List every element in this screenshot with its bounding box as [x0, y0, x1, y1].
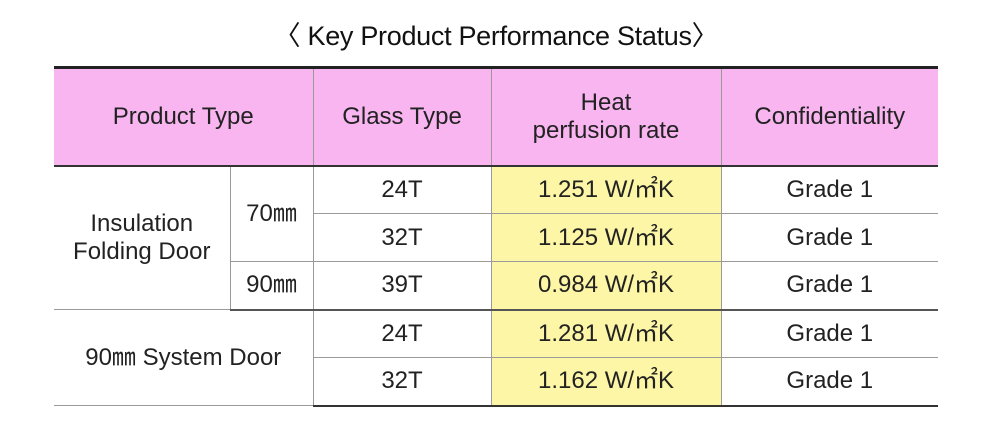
confidentiality-cell: Grade 1 [720, 213, 939, 262]
insulation-line1: Insulation [90, 210, 194, 238]
product-system-door: 90㎜ System Door [54, 309, 314, 406]
table-header: Product Type Glass Type Heat perfusion r… [54, 66, 939, 167]
heat-rate-cell: 1.162 W/㎡K [490, 357, 722, 407]
confidentiality-cell: Grade 1 [720, 357, 939, 407]
table-body: Insulation Folding Door 70㎜ 24T 1.251 W/… [54, 165, 939, 407]
heat-rate-cell: 0.984 W/㎡K [490, 261, 722, 311]
glass-type-cell: 39T [312, 261, 492, 311]
size-90mm: 90㎜ [230, 261, 314, 311]
confidentiality-cell: Grade 1 [720, 261, 939, 311]
glass-type-cell: 32T [313, 213, 492, 262]
header-heat-line2: perfusion rate [532, 116, 680, 144]
size-70mm: 70㎜ [229, 165, 314, 262]
header-heat-perfusion-rate: Heat perfusion rate [490, 66, 722, 167]
performance-table: Product Type Glass Type Heat perfusion r… [54, 66, 939, 407]
glass-type-cell: 24T [312, 309, 492, 358]
table-row: Insulation Folding Door 70㎜ 24T 1.251 W/… [54, 165, 939, 310]
header-row: Product Type Glass Type Heat perfusion r… [54, 66, 939, 167]
header-glass-type: Glass Type [312, 66, 492, 167]
table-row: 32T 1.125 W/㎡K Grade 1 [54, 213, 939, 262]
header-confidentiality: Confidentiality [720, 66, 939, 167]
heat-rate-cell: 1.281 W/㎡K [490, 309, 722, 358]
insulation-line2: Folding Door [73, 237, 211, 265]
table-row: 90㎜ System Door 24T 1.281 W/㎡K Grade 1 [54, 309, 939, 406]
product-insulation-folding-door: Insulation Folding Door [54, 165, 231, 310]
heat-rate-cell: 1.125 W/㎡K [490, 213, 722, 262]
heat-rate-cell: 1.251 W/㎡K [490, 165, 722, 214]
glass-type-cell: 32T [313, 357, 492, 407]
table-row: 90㎜ 39T 0.984 W/㎡K Grade 1 [54, 261, 939, 311]
page-title: 〈 Key Product Performance Status〉 [273, 21, 719, 51]
confidentiality-cell: Grade 1 [720, 309, 939, 358]
header-heat-line1: Heat [580, 89, 632, 117]
glass-type-cell: 24T [312, 165, 492, 214]
confidentiality-cell: Grade 1 [720, 165, 939, 214]
table-row: 32T 1.162 W/㎡K Grade 1 [54, 357, 939, 407]
header-product-type: Product Type [54, 66, 314, 167]
